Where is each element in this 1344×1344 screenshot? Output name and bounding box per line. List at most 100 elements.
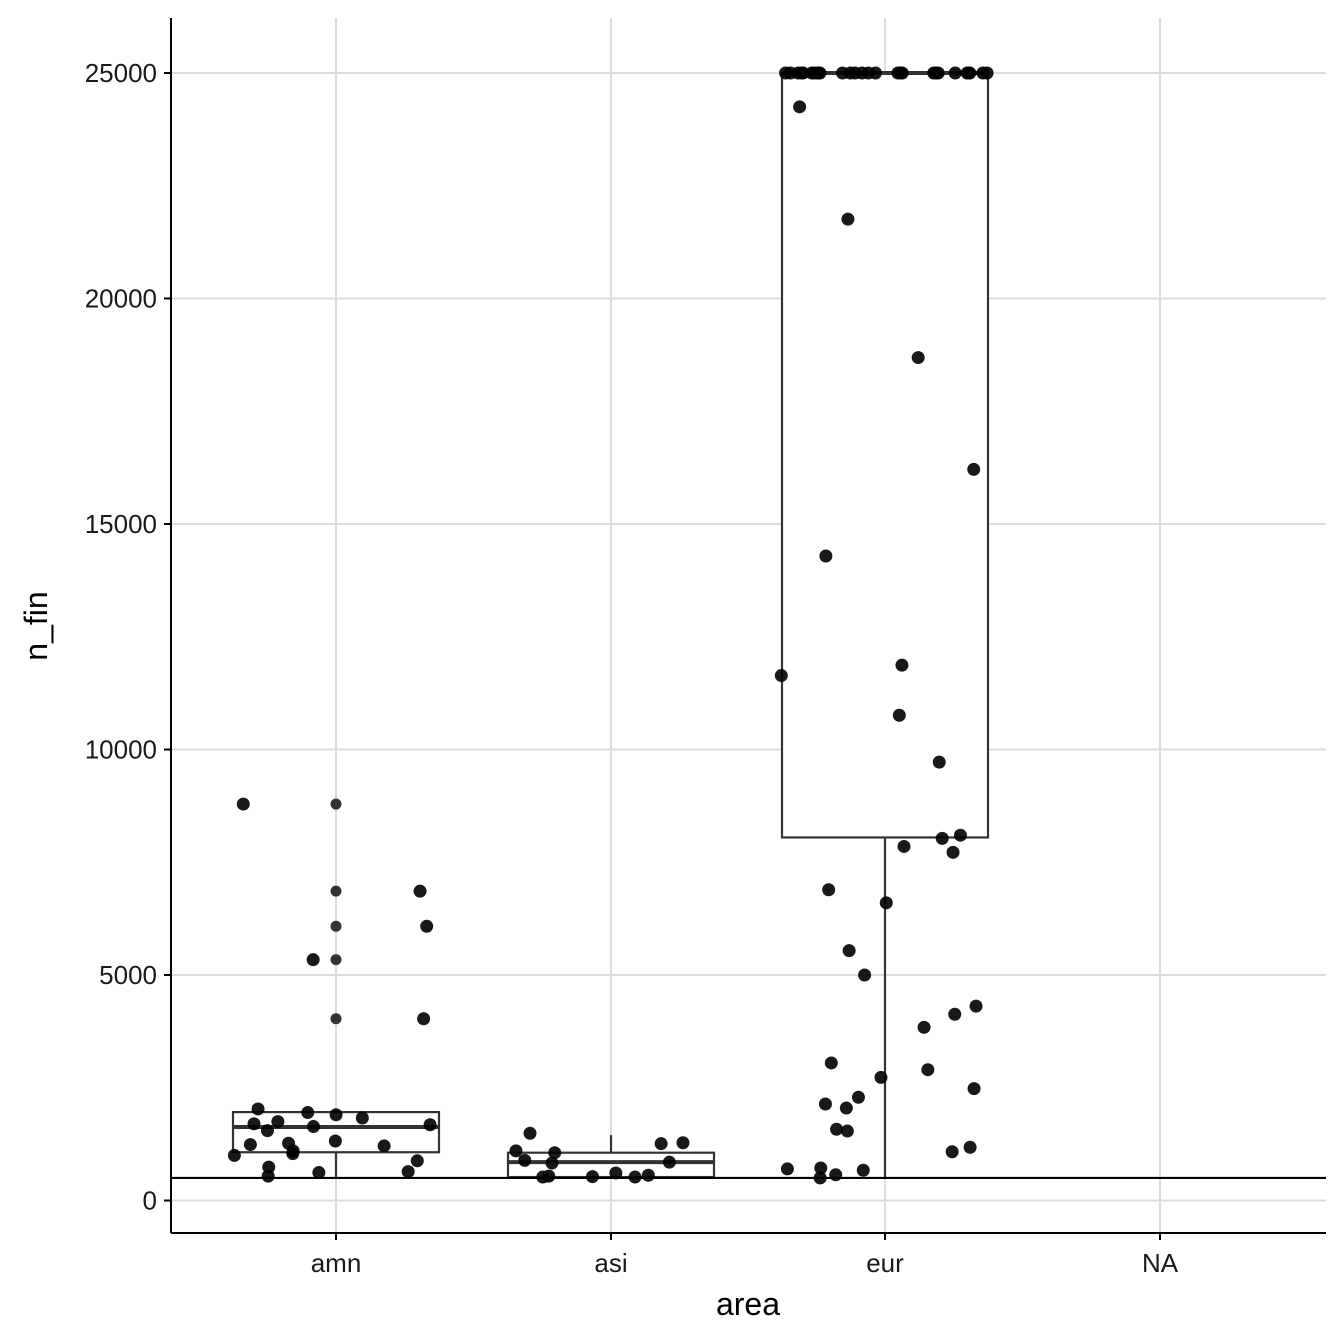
data-point (410, 1154, 424, 1168)
x-tick-label: asi (594, 1248, 627, 1278)
data-point (271, 1115, 285, 1129)
data-point (879, 896, 893, 910)
data-point (969, 999, 983, 1013)
data-point (960, 66, 974, 80)
data-point (662, 1155, 676, 1169)
data-point (774, 669, 788, 683)
outlier-point (330, 954, 342, 966)
y-tick-label: 10000 (85, 735, 157, 765)
data-point (329, 1108, 343, 1122)
outlier-point (330, 885, 342, 897)
data-point (227, 1148, 241, 1162)
data-point (856, 1163, 870, 1177)
data-point (548, 1146, 562, 1160)
jitter-points (227, 66, 994, 1185)
y-tick-label: 25000 (85, 58, 157, 88)
data-point (813, 1171, 827, 1185)
y-tick-label: 5000 (99, 960, 157, 990)
y-tick-label: 20000 (85, 284, 157, 314)
data-point (609, 1166, 623, 1180)
data-point (967, 462, 981, 476)
data-point (779, 66, 793, 80)
data-point (897, 839, 911, 853)
data-point (585, 1170, 599, 1184)
data-point (654, 1137, 668, 1151)
data-point (946, 845, 960, 859)
data-point (676, 1136, 690, 1150)
data-point (814, 1161, 828, 1175)
data-point (830, 1122, 844, 1136)
data-point (413, 884, 427, 898)
data-point (892, 708, 906, 722)
data-point (967, 1082, 981, 1096)
data-point (851, 1090, 865, 1104)
grid-lines (171, 18, 1326, 1233)
data-point (839, 1101, 853, 1115)
data-point (628, 1170, 642, 1184)
data-point (780, 1162, 794, 1176)
outlier-point (330, 798, 342, 810)
data-point (536, 1170, 550, 1184)
data-point (963, 1140, 977, 1154)
data-point (420, 919, 434, 933)
y-tick-label: 0 (143, 1186, 157, 1216)
x-tick-label: NA (1142, 1248, 1179, 1278)
data-point (921, 1063, 935, 1077)
data-point (891, 66, 905, 80)
data-point (417, 1012, 431, 1026)
data-point (810, 66, 824, 80)
data-point (858, 968, 872, 982)
data-point (301, 1106, 315, 1120)
data-point (793, 100, 807, 114)
data-point (911, 351, 925, 365)
data-point (935, 831, 949, 845)
data-point (818, 1097, 832, 1111)
data-point (824, 1056, 838, 1070)
data-point (261, 1169, 275, 1183)
data-point (895, 658, 909, 672)
tick-labels: 0 5000 10000 15000 20000 25000 amn asi eur NA (85, 58, 1179, 1278)
x-axis-title: area (716, 1286, 780, 1322)
data-point (843, 66, 857, 80)
data-point (355, 1111, 369, 1125)
y-tick-label: 15000 (85, 509, 157, 539)
axes (164, 18, 1326, 1240)
data-point (509, 1144, 523, 1158)
data-point (306, 1120, 320, 1134)
data-point (518, 1153, 532, 1167)
data-point (868, 66, 882, 80)
data-point (874, 1070, 888, 1084)
data-point (251, 1102, 265, 1116)
data-point (545, 1156, 559, 1170)
data-point (401, 1165, 415, 1179)
data-point (641, 1168, 655, 1182)
data-point (841, 212, 855, 226)
data-point (822, 883, 836, 897)
outlier-point (330, 1013, 342, 1025)
data-point (247, 1117, 261, 1131)
data-point (819, 549, 833, 563)
data-point (423, 1118, 437, 1132)
data-point (842, 944, 856, 958)
data-point (312, 1166, 326, 1180)
data-point (243, 1138, 257, 1152)
data-point (236, 797, 250, 811)
data-point (286, 1147, 300, 1161)
data-point (306, 953, 320, 967)
data-point (980, 66, 994, 80)
x-tick-label: amn (311, 1248, 362, 1278)
data-point (948, 66, 962, 80)
outlier-point (330, 920, 342, 932)
data-point (917, 1020, 931, 1034)
data-point (840, 1124, 854, 1138)
data-point (328, 1134, 342, 1148)
y-axis-title: n_fin (18, 591, 54, 660)
data-point (377, 1139, 391, 1153)
data-point (929, 66, 943, 80)
box-eur (780, 71, 990, 839)
data-point (945, 1145, 959, 1159)
data-point (948, 1007, 962, 1021)
data-point (260, 1124, 274, 1138)
data-point (796, 66, 810, 80)
